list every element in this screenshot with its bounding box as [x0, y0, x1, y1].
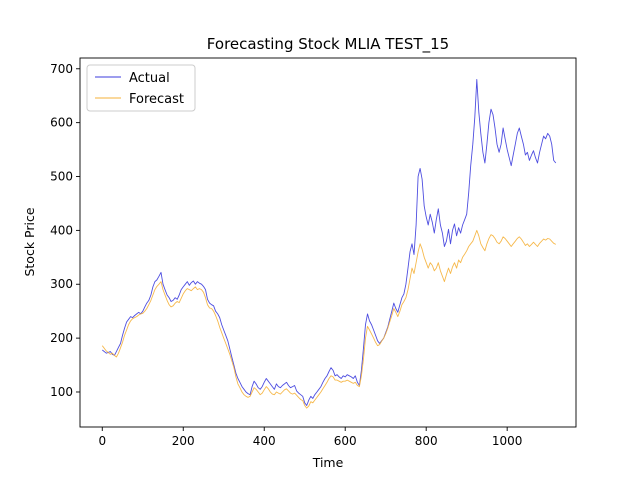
y-tick-label: 500 [50, 170, 73, 184]
legend-label-actual: Actual [129, 71, 170, 86]
x-tick-label: 800 [415, 434, 438, 448]
x-tick-label: 1000 [492, 434, 523, 448]
y-tick-label: 100 [50, 385, 73, 399]
y-axis-label: Stock Price [22, 207, 37, 276]
x-tick-label: 200 [172, 434, 195, 448]
legend: Actual Forecast [87, 65, 195, 111]
y-tick-label: 300 [50, 277, 73, 291]
y-tick-label: 600 [50, 116, 73, 130]
x-tick-label: 0 [98, 434, 106, 448]
y-tick-label: 700 [50, 62, 73, 76]
x-tick-label: 600 [334, 434, 357, 448]
y-tick-label: 400 [50, 223, 73, 237]
chart-title: Forecasting Stock MLIA TEST_15 [207, 35, 449, 54]
x-axis-label: Time [312, 455, 344, 470]
y-tick-label: 200 [50, 331, 73, 345]
legend-label-forecast: Forecast [129, 92, 184, 107]
x-tick-label: 400 [253, 434, 276, 448]
